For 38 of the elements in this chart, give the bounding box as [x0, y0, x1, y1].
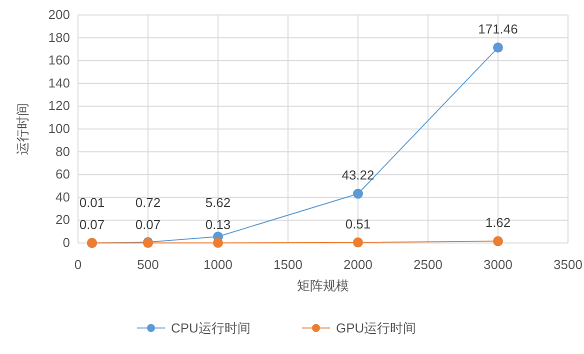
point [213, 238, 223, 248]
y-tick-label: 100 [48, 121, 70, 136]
legend-label: GPU运行时间 [336, 320, 416, 336]
data-label: 0.72 [135, 194, 161, 210]
x-tick-label: 1000 [204, 257, 232, 272]
x-tick-label: 0 [74, 257, 82, 272]
y-axis-title: 运行时间 [15, 103, 30, 155]
data-label: 0.51 [345, 216, 371, 232]
point [493, 42, 503, 53]
legend-label: CPU运行时间 [171, 320, 250, 336]
point [493, 236, 503, 246]
y-tick-label: 200 [48, 7, 70, 22]
y-tick-label: 120 [48, 98, 70, 114]
y-tick-label: 0 [62, 235, 70, 250]
data-label: 5.62 [205, 194, 231, 210]
data-label: 0.07 [79, 216, 105, 232]
data-label: 0.07 [135, 216, 161, 232]
y-tick-label: 140 [48, 75, 70, 90]
data-label: 1.62 [485, 215, 511, 230]
x-axis-title: 矩阵规模 [297, 278, 349, 293]
y-tick-label: 80 [56, 144, 70, 159]
y-tick-label: 40 [56, 189, 70, 204]
data-label: 0.13 [205, 216, 231, 232]
data-label: 171.46 [478, 22, 518, 37]
y-tick-label: 60 [56, 166, 70, 182]
y-tick-label: 160 [48, 52, 70, 68]
y-tick-label: 180 [48, 30, 70, 45]
y-tick-label: 20 [56, 212, 70, 228]
point [353, 237, 363, 248]
point [353, 188, 363, 199]
x-tick-label: 500 [137, 257, 159, 272]
x-tick-label: 1500 [274, 257, 302, 272]
x-tick-label: 3500 [554, 257, 582, 272]
x-tick-label: 3000 [484, 257, 512, 272]
x-tick-label: 2000 [344, 257, 372, 272]
data-label: 43.22 [342, 168, 374, 183]
data-label: 0.01 [79, 194, 105, 210]
x-tick-label: 2500 [414, 257, 442, 272]
